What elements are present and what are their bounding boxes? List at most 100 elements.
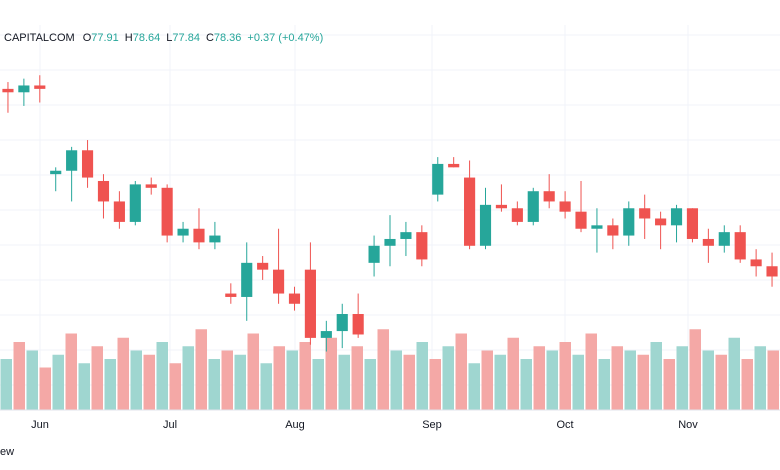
volume-bar	[702, 350, 714, 410]
volume-bar	[221, 350, 233, 410]
candle-body	[129, 184, 141, 222]
high-label: H	[124, 32, 133, 44]
low-value: 77.84	[172, 32, 200, 44]
candle-body	[2, 88, 14, 93]
candle-body	[655, 218, 667, 226]
candle-body	[161, 187, 173, 236]
volume-bar	[650, 342, 662, 410]
candle-body	[575, 211, 587, 229]
volume-bar	[572, 354, 584, 410]
volume-bar	[156, 342, 168, 410]
volume-bar	[403, 354, 415, 410]
candle-body	[209, 235, 221, 243]
candle-body	[273, 269, 285, 294]
candle-body	[50, 170, 62, 175]
candle-body	[670, 208, 683, 226]
volume-bar	[52, 354, 64, 410]
volume-bar	[260, 363, 272, 410]
volume-bar	[663, 359, 675, 410]
volume-bar	[325, 337, 337, 410]
candle-body	[734, 232, 746, 260]
volume-bar	[364, 359, 376, 410]
volume-bar	[546, 350, 558, 410]
candle-body	[559, 201, 571, 212]
candle-body	[257, 262, 269, 270]
volume-bar	[442, 346, 454, 410]
volume-bar	[494, 354, 506, 410]
open-label: O	[82, 32, 92, 44]
close-label: C	[205, 32, 214, 44]
candle-body	[97, 180, 110, 202]
symbol-label: CAPITALCOM	[4, 32, 75, 44]
change-value: +0.37 (+0.47%)	[247, 32, 324, 44]
candle-body	[686, 208, 699, 239]
volume-bar	[104, 359, 116, 410]
volume-bar	[130, 350, 142, 410]
volume-bar	[312, 359, 324, 410]
volume-bar	[247, 333, 259, 410]
volume-bar	[429, 359, 441, 410]
candle-body	[495, 204, 507, 209]
candle-body	[320, 331, 332, 338]
candle-body	[336, 314, 348, 332]
volume-bar	[507, 337, 519, 410]
candle-body	[543, 191, 555, 202]
volume-bar	[338, 354, 350, 410]
candle-body	[66, 150, 78, 171]
volume-bar	[78, 363, 90, 410]
volume-bar	[611, 346, 623, 410]
volume-bar	[455, 333, 467, 410]
volume-bar	[559, 342, 571, 410]
ohlc-legend: CAPITALCOM O77.91 H78.64 L77.84 C78.36 +0.37 …	[4, 32, 329, 44]
volume-bar	[468, 363, 480, 410]
candle-body	[34, 85, 46, 89]
volume-bar	[377, 329, 389, 410]
volume-bar	[624, 350, 636, 410]
volume-bar	[273, 346, 285, 410]
candle-body	[448, 163, 460, 168]
footer-watermark: ew	[0, 446, 15, 458]
candle-body	[464, 177, 476, 246]
candle-body	[766, 266, 778, 277]
volume-bar	[351, 346, 363, 410]
candle-body	[113, 201, 125, 222]
volume-bar	[767, 350, 779, 410]
candle-body	[177, 228, 189, 236]
volume-bar	[598, 359, 610, 410]
candle-body	[384, 238, 396, 246]
volume-bar	[533, 346, 545, 410]
open-value: 77.91	[91, 32, 119, 44]
volume-bar	[0, 359, 12, 410]
volume-bar	[91, 346, 103, 410]
candle-body	[18, 85, 30, 93]
volume-bar	[169, 363, 181, 410]
candle-body	[145, 184, 157, 188]
x-tick-label: Jul	[163, 419, 177, 431]
volume-bar	[481, 350, 493, 410]
volume-bar	[520, 359, 532, 410]
volume-bar	[299, 342, 311, 410]
volume-bar	[13, 342, 25, 410]
x-tick-label: Aug	[285, 419, 305, 431]
candle-body	[527, 191, 539, 222]
volume-bar	[208, 359, 220, 410]
candle-body	[225, 293, 237, 297]
candle-body	[623, 208, 635, 236]
volume-bar	[195, 329, 207, 410]
high-value: 78.64	[132, 32, 161, 44]
candle-body	[432, 163, 444, 195]
x-tick-label: Sep	[422, 419, 442, 431]
x-tick-label: Nov	[678, 419, 698, 431]
candle-body	[750, 259, 762, 267]
candle-body	[193, 228, 205, 243]
candle-body	[702, 238, 714, 246]
volume-bar	[741, 359, 753, 410]
candle-body	[416, 232, 428, 260]
volume-bar	[416, 342, 428, 410]
volume-bar	[234, 354, 246, 410]
candle-body	[304, 269, 316, 338]
volume-bar	[585, 333, 597, 410]
x-tick-label: Oct	[556, 419, 573, 431]
candle-body	[368, 245, 380, 263]
